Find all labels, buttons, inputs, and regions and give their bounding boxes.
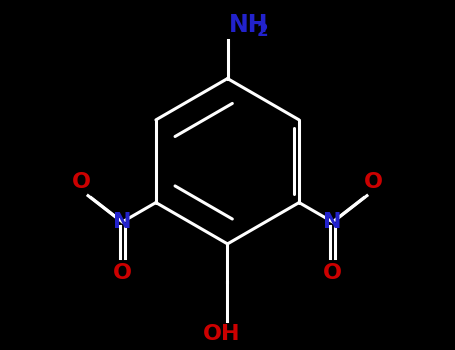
Text: O: O bbox=[323, 263, 342, 283]
Text: N: N bbox=[323, 212, 342, 232]
Text: NH: NH bbox=[229, 13, 268, 37]
Text: O: O bbox=[113, 263, 132, 283]
Text: N: N bbox=[113, 212, 132, 232]
Text: O: O bbox=[71, 172, 91, 191]
Text: OH: OH bbox=[203, 324, 241, 344]
Text: 2: 2 bbox=[257, 22, 268, 40]
Text: O: O bbox=[364, 172, 384, 191]
